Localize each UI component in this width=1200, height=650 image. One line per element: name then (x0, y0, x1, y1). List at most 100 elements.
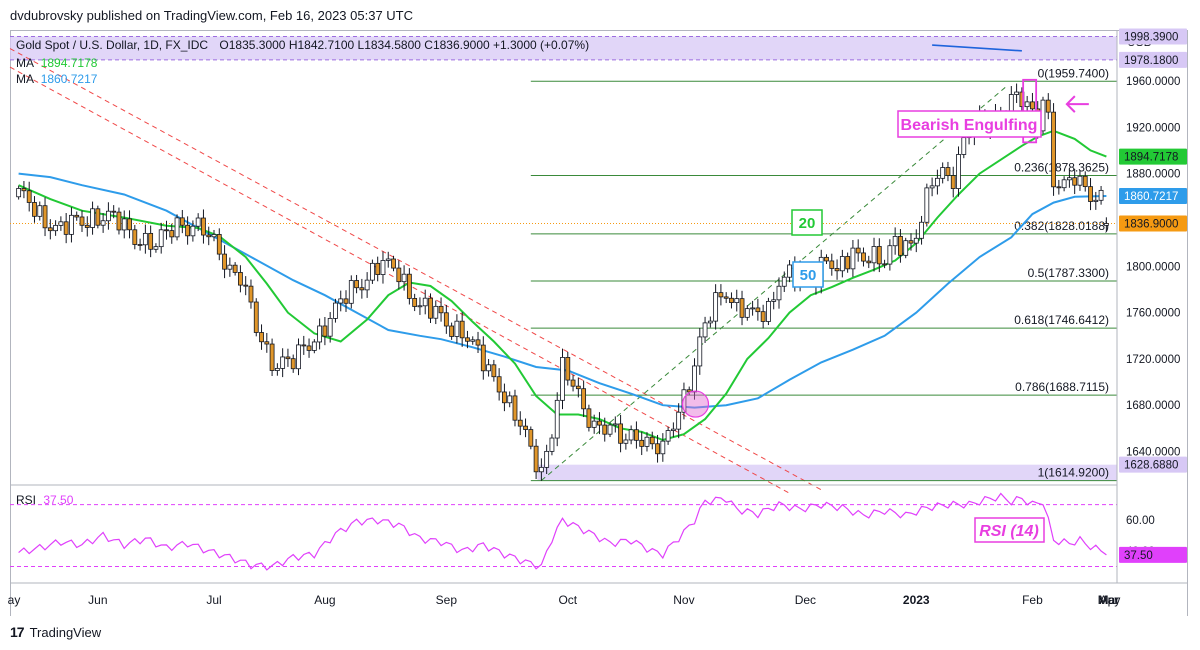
bearish-engulfing-label: Bearish Engulfing (901, 117, 1038, 134)
month-tick-label: Apr (1100, 593, 1119, 607)
candle-down (169, 230, 175, 238)
chart-frame[interactable] (10, 30, 1188, 616)
candle-up (211, 234, 217, 238)
candle-up (934, 177, 940, 187)
month-tick-label: Aug (314, 593, 335, 607)
candle-up (486, 364, 491, 372)
candle-up (274, 367, 280, 371)
candle-up (544, 450, 550, 468)
axis-layer: USD1960.00001920.00001880.00001840.00001… (8, 28, 1188, 607)
candle-up (665, 430, 671, 442)
candle-up (1024, 101, 1030, 108)
legend-rsi[interactable]: RSI 37.50 (16, 493, 73, 507)
candle-up (560, 357, 565, 401)
candle-up (470, 339, 476, 342)
tradingview-brand-text: TradingView (29, 624, 102, 640)
candle-down (322, 325, 328, 337)
candle-up (142, 232, 148, 246)
candle-down (834, 268, 840, 272)
legend-ma50[interactable]: MA 1860.7217 (16, 72, 97, 86)
rsi-line (18, 492, 1107, 571)
candle-up (734, 298, 740, 303)
candle-up (681, 389, 687, 413)
candle-up (422, 297, 428, 307)
candle-down (42, 205, 48, 229)
candle-down (179, 217, 185, 226)
candle-up (776, 285, 782, 301)
candle-down (127, 218, 132, 231)
zone-top-price-tag: 1998.3900 (1124, 31, 1178, 43)
fibonacci-layer: 0(1959.7400) 0.236(1878.3625) 0.382(1828.0… (10, 66, 1117, 482)
candle-down (428, 297, 433, 319)
candle-up (607, 424, 613, 435)
candle-down (760, 311, 766, 322)
candle-down (686, 389, 692, 393)
candle-up (1103, 223, 1109, 226)
candle-down (950, 175, 956, 189)
candle-down (491, 364, 497, 378)
candle-up (385, 258, 391, 261)
trendline-layer (9, 48, 1007, 494)
candle-down (496, 376, 502, 393)
published-caption: dvdubrovsky published on TradingView.com… (10, 8, 413, 23)
month-tick-label: Jun (88, 593, 107, 607)
month-tick-label: Jul (206, 593, 221, 607)
candle-up (227, 264, 233, 270)
legend-symbol: Gold Spot / U.S. Dollar, 1D, FX_IDC O183… (16, 38, 589, 52)
candle-up (174, 217, 180, 238)
candle-down (755, 307, 761, 313)
candle-down (79, 216, 85, 226)
candle-up (702, 322, 708, 338)
legend-ma50-label: MA (16, 72, 34, 86)
uptrend-line (541, 86, 1007, 481)
rsi-tick-label: 60.00 (1126, 515, 1155, 527)
candle-down (164, 229, 169, 232)
candle-up (338, 298, 344, 304)
candle-down (259, 332, 264, 343)
candle-up (296, 344, 301, 370)
candle-down (47, 227, 53, 232)
zone-bottom-price-tag-bg (1119, 51, 1187, 68)
candle-down (634, 429, 639, 441)
candle-down (739, 298, 745, 318)
candle-up (744, 308, 750, 318)
candle-down (898, 236, 903, 256)
candle-up (676, 411, 682, 430)
candle-up (924, 187, 930, 223)
candle-up (348, 280, 354, 304)
candle-down (343, 298, 349, 304)
candle-down (185, 224, 191, 237)
month-tick-label: Oct (558, 593, 577, 607)
fib-level-label: 0.382(1828.0188) (1014, 219, 1109, 233)
candle-up (549, 437, 555, 452)
candle-up (781, 276, 787, 287)
candle-up (1098, 189, 1104, 201)
candle-up (707, 320, 713, 324)
candle-down (63, 221, 69, 235)
candle-down (269, 343, 275, 371)
candle-down (201, 217, 206, 236)
candle-up (554, 399, 560, 439)
candle-down (285, 356, 291, 360)
candle-up (401, 273, 407, 283)
candle-down (882, 263, 887, 266)
candle-down (876, 246, 882, 265)
candle-up (16, 188, 22, 198)
candle-down (438, 305, 444, 314)
candle-down (575, 385, 581, 390)
ma50-price-tag: 1860.7217 (1124, 191, 1178, 203)
tradingview-brand[interactable]: 17 TradingView (10, 624, 101, 640)
rsi-value-tag: 37.50 (1124, 550, 1153, 562)
ma50-price-tag-bg (1119, 187, 1187, 204)
candle-down (908, 240, 914, 244)
legend-ma20[interactable]: MA 1894.7178 (16, 56, 97, 70)
candle-down (855, 247, 861, 254)
candle-up (1093, 199, 1099, 202)
month-tick-label: Dec (795, 593, 816, 607)
candle-down (253, 301, 259, 333)
zone-bottom-price-tag: 1978.1800 (1124, 55, 1178, 67)
candle-down (570, 379, 576, 387)
candle-up (370, 262, 375, 281)
rsi-tag-box (974, 517, 1045, 543)
